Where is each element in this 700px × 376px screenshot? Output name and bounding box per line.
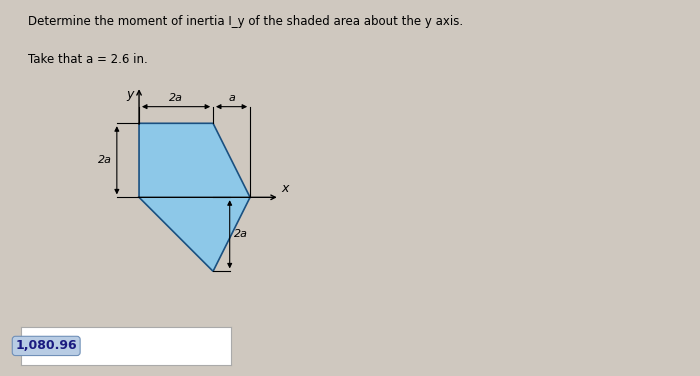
Text: x: x bbox=[281, 182, 289, 196]
Text: Take that a = 2.6 in.: Take that a = 2.6 in. bbox=[28, 53, 148, 66]
Text: Determine the moment of inertia I_y of the shaded area about the y axis.: Determine the moment of inertia I_y of t… bbox=[28, 15, 463, 28]
Polygon shape bbox=[139, 123, 250, 271]
Text: 2a: 2a bbox=[234, 229, 248, 239]
Text: a: a bbox=[228, 93, 235, 103]
Text: 2a: 2a bbox=[169, 93, 183, 103]
Text: y: y bbox=[126, 88, 134, 101]
Text: 1,080.96: 1,080.96 bbox=[15, 340, 77, 352]
Text: 2a: 2a bbox=[99, 155, 113, 165]
